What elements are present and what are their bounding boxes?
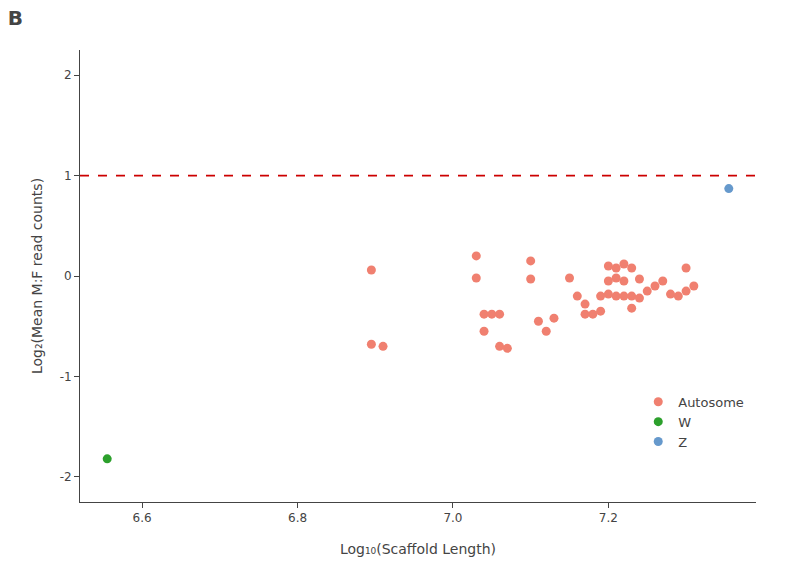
svg-text:0: 0	[64, 269, 72, 283]
svg-text:Log₁₀(Scaffold Length): Log₁₀(Scaffold Length)	[340, 541, 496, 557]
svg-text:-2: -2	[60, 470, 72, 484]
svg-text:2: 2	[64, 68, 72, 82]
svg-text:7.2: 7.2	[599, 511, 618, 525]
svg-text:1: 1	[64, 169, 72, 183]
svg-text:6.6: 6.6	[133, 511, 152, 525]
svg-text:Z: Z	[678, 435, 687, 450]
svg-text:7.0: 7.0	[443, 511, 462, 525]
svg-text:W: W	[678, 415, 691, 430]
svg-text:Autosome: Autosome	[678, 395, 744, 410]
svg-text:Log₂(Mean M:F read counts): Log₂(Mean M:F read counts)	[29, 178, 45, 374]
svg-text:6.8: 6.8	[288, 511, 307, 525]
svg-text:-1: -1	[60, 370, 72, 384]
svg-text:B: B	[8, 6, 23, 30]
